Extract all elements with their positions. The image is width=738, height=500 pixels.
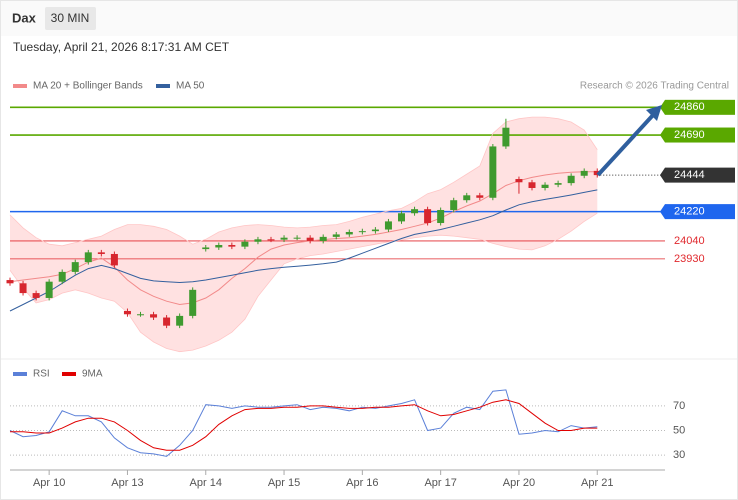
candle-body [71, 262, 79, 272]
timestamp: Tuesday, April 21, 2026 8:17:31 AM CET [13, 40, 230, 54]
ma-line [9, 189, 598, 312]
candle-body [32, 293, 40, 298]
candle-body [319, 236, 327, 241]
y-tick-label: 30 [673, 449, 685, 461]
legend-label: 9MA [82, 369, 103, 380]
x-tick-label: Apr 16 [346, 477, 378, 489]
candle-body [97, 252, 105, 254]
level-label: 24444 [674, 169, 705, 181]
candle-body [515, 179, 523, 183]
legend-swatch [13, 84, 27, 88]
candle-body [45, 281, 53, 298]
candle-body [293, 237, 301, 239]
credit: Research © 2026 Trading Central [580, 81, 729, 92]
candle-body [306, 237, 314, 241]
candle-body [110, 253, 118, 266]
candle-body [476, 195, 484, 198]
level-label: 23930 [674, 253, 705, 265]
candle-body [450, 200, 458, 210]
legend-swatch [156, 84, 170, 88]
bollinger-band [10, 117, 598, 352]
x-tick-label: Apr 17 [424, 477, 456, 489]
level-pointer [660, 204, 665, 220]
candle-body [137, 314, 144, 316]
candle-body [215, 245, 223, 248]
forecast-arrow [596, 112, 656, 177]
candle-body [6, 280, 14, 284]
legend-label: MA 50 [176, 81, 205, 92]
candle-body [19, 283, 27, 294]
level-label: 24690 [674, 129, 705, 141]
legend-label: MA 20 + Bollinger Bands [33, 81, 143, 92]
candle-body [202, 247, 210, 250]
interval-button[interactable] [45, 7, 96, 30]
x-tick-label: Apr 20 [503, 477, 535, 489]
level-box [665, 167, 735, 183]
level-label: 24860 [674, 101, 705, 113]
symbol: Dax [12, 10, 37, 25]
y-tick-label: 70 [673, 400, 685, 412]
band-edge [9, 116, 598, 247]
ma-line [9, 171, 598, 306]
candle-body [411, 209, 419, 214]
candle-body [228, 245, 236, 247]
candle-body [241, 241, 249, 247]
candle-body [358, 231, 366, 233]
candle-body [384, 221, 392, 230]
candle-body [267, 239, 275, 241]
level-pointer [660, 99, 665, 115]
level-pointer [660, 127, 665, 143]
band-edge [9, 212, 598, 353]
level-box [665, 204, 735, 220]
level-label: 24220 [674, 206, 705, 218]
level-box [665, 127, 735, 143]
legend-swatch [62, 372, 76, 376]
candle-body [580, 170, 588, 176]
candle-body [371, 229, 379, 232]
rsi-line [10, 399, 598, 451]
candle-body [84, 252, 92, 263]
x-tick-label: Apr 21 [581, 477, 613, 489]
candle-body [332, 234, 340, 237]
candle-body [528, 182, 536, 188]
candle-body [398, 213, 405, 222]
x-tick-label: Apr 13 [111, 477, 143, 489]
candle-body [58, 271, 66, 282]
candle-body [150, 314, 158, 318]
candle-body [424, 209, 432, 224]
interval[interactable]: 30 MIN [51, 11, 90, 25]
x-tick-label: Apr 14 [190, 477, 222, 489]
candle-body [345, 231, 353, 235]
candle-body [163, 317, 171, 326]
legend-swatch [13, 372, 27, 376]
y-tick-label: 50 [673, 424, 685, 436]
candle-body [541, 184, 549, 188]
candle-body [123, 311, 131, 315]
candle-body [554, 183, 562, 185]
candle-body [502, 127, 510, 147]
rsi-line [9, 389, 598, 457]
x-tick-label: Apr 15 [268, 477, 300, 489]
legend-label: RSI [33, 369, 50, 380]
level-label: 24040 [674, 235, 705, 247]
x-tick-label: Apr 10 [33, 477, 65, 489]
header-bar [1, 1, 737, 36]
candle-body [463, 195, 471, 201]
forecast-arrowhead [646, 105, 662, 121]
candle-body [176, 315, 184, 326]
candle-body [280, 237, 288, 240]
candle-body [567, 175, 575, 184]
candle-body [254, 239, 262, 242]
candle-body [437, 209, 445, 224]
level-box [665, 99, 735, 115]
candle-body [489, 146, 497, 198]
level-pointer [660, 167, 665, 183]
candle-body [189, 289, 197, 316]
plot: MA 20 + Bollinger Bands MA 50 24860 24690 24… [6, 81, 735, 489]
